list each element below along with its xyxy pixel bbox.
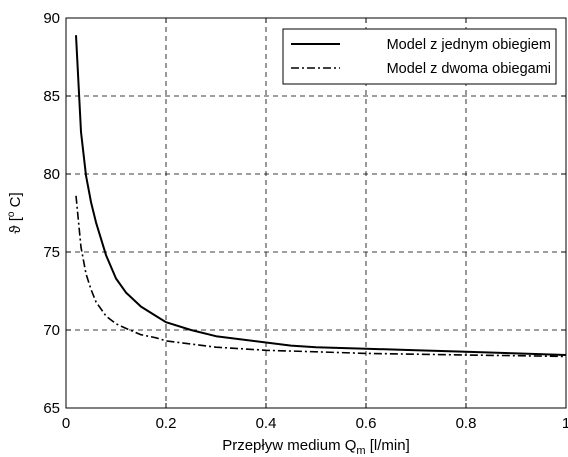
axis-ticks	[65, 17, 567, 409]
x-tick-label: 1	[562, 415, 568, 432]
x-tick-label: 0.6	[356, 415, 377, 432]
y-axis-label-bracket: [	[7, 216, 24, 225]
x-axis-label-subscript: m	[356, 445, 365, 457]
legend: Model z jednym obiegiem Model z dwoma ob…	[282, 28, 557, 85]
x-tick-label: 0.2	[156, 415, 177, 432]
y-tick-label: 80	[43, 166, 60, 183]
y-axis-label-symbol: ϑ	[7, 225, 24, 234]
series-line-1	[75, 35, 567, 356]
tick-labels: 0 0.2 0.4 0.6 0.8 1 65 70 75 80 85 90	[43, 10, 568, 432]
series-line-2	[75, 195, 567, 358]
legend-label-series-2: Model z dwoma obiegami	[387, 61, 551, 77]
x-axis-label-main: Przepływ medium Q	[222, 437, 356, 454]
plot-frame	[65, 17, 567, 409]
x-tick-label: 0.4	[256, 415, 277, 432]
legend-box	[282, 28, 557, 85]
x-tick-label: 0.8	[456, 415, 477, 432]
y-tick-label: 75	[43, 244, 60, 261]
y-axis-label-unit: C]	[7, 192, 24, 211]
y-tick-label: 90	[43, 10, 60, 27]
x-axis-label-unit: [l/min]	[366, 437, 410, 454]
y-axis-label-degree: o	[6, 211, 17, 217]
legend-label-series-1: Model z jednym obiegiem	[387, 37, 551, 53]
series-group	[75, 35, 567, 358]
y-tick-label: 85	[43, 88, 60, 105]
y-axis-label: ϑ [o C]	[6, 192, 24, 233]
y-tick-label: 70	[43, 322, 60, 339]
x-axis-label: Przepływ medium Qm [l/min]	[222, 437, 410, 457]
y-tick-label: 65	[43, 400, 60, 417]
x-tick-label: 0	[62, 415, 70, 432]
